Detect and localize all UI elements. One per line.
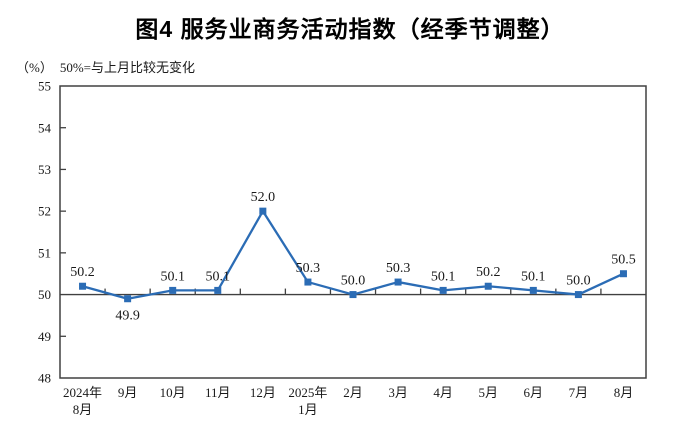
y-axis-label: 52 (38, 204, 51, 219)
data-point-label: 50.3 (386, 261, 411, 276)
data-point-label: 50.3 (296, 261, 321, 276)
data-point-label: 50.0 (566, 274, 591, 289)
chart-title: 图4 服务业商务活动指数（经季节调整） (135, 16, 565, 42)
data-point-label: 50.1 (160, 269, 185, 284)
reference-note: 50%=与上月比较无变化 (59, 60, 196, 75)
plot-border (59, 85, 647, 379)
x-label-line: 1月 (298, 402, 318, 417)
data-point-marker (394, 278, 402, 286)
data-point-label: 50.1 (431, 269, 456, 284)
y-axis-label: 50 (38, 287, 51, 302)
x-label-line: 8月 (73, 402, 93, 417)
x-label-line: 2025年 (288, 385, 327, 400)
x-label-line: 8月 (614, 385, 634, 400)
x-axis: 2024年 8月 9月 10月 11月 12月 2025年 1月 2月 3月 4月 5月 6月 7月 8月 (60, 288, 646, 417)
data-point-label: 50.1 (521, 269, 546, 284)
y-axis-label: 51 (38, 245, 51, 260)
y-axis-label: 49 (38, 329, 51, 344)
data-point-label: 50.1 (206, 269, 231, 284)
x-label-line: 6月 (524, 385, 544, 400)
x-label-line: 7月 (569, 385, 589, 400)
x-label-line: 10月 (160, 385, 186, 400)
data-point-label: 50.0 (341, 274, 366, 289)
y-axis-label: 55 (38, 79, 51, 94)
data-point-marker (169, 286, 177, 294)
x-category-label: 5月 (478, 385, 498, 400)
data-point-label: 52.0 (251, 190, 276, 205)
data-point-marker (349, 291, 357, 299)
x-label-line: 2月 (343, 385, 363, 400)
x-label-line: 3月 (388, 385, 408, 400)
data-point-label: 50.5 (611, 253, 636, 268)
data-point-marker (79, 282, 87, 290)
x-category-label: 11月 (205, 385, 231, 400)
data-point-marker (574, 291, 582, 299)
x-category-label: 3月 (388, 385, 408, 400)
x-label-line: 12月 (250, 385, 276, 400)
x-label-line: 5月 (478, 385, 498, 400)
data-point-marker (439, 286, 447, 294)
x-category-label: 4月 (433, 385, 453, 400)
y-axis-label: 48 (38, 371, 51, 386)
data-point-label: 50.2 (70, 265, 95, 280)
x-category-label: 12月 (250, 385, 276, 400)
data-point-label: 49.9 (115, 309, 140, 324)
y-axis-label: 53 (38, 162, 51, 177)
data-point-label: 50.2 (476, 265, 501, 280)
y-axis-label: 54 (38, 120, 52, 135)
x-category-label: 2月 (343, 385, 363, 400)
data-series: 50.2 49.9 50.1 50.1 52.0 50.3 50.0 50.3 50.1 50.2… (70, 190, 635, 324)
x-label-line: 4月 (433, 385, 453, 400)
x-category-label: 10月 (160, 385, 186, 400)
x-category-label: 2025年 1月 (288, 385, 327, 417)
x-category-label: 6月 (524, 385, 544, 400)
data-point-marker (304, 278, 312, 286)
unit-label: （%） (16, 60, 53, 75)
data-point-marker (214, 286, 222, 294)
x-category-label: 9月 (118, 385, 138, 400)
x-category-label: 7月 (569, 385, 589, 400)
x-label-line: 2024年 (63, 385, 102, 400)
data-point-marker (619, 270, 627, 278)
data-point-marker (484, 282, 492, 290)
x-label-line: 9月 (118, 385, 138, 400)
x-category-label: 2024年 8月 (63, 385, 102, 417)
y-axis: 48 49 50 51 52 53 54 55 (38, 79, 66, 386)
x-category-label: 8月 (614, 385, 634, 400)
x-label-line: 11月 (205, 385, 231, 400)
data-point-marker (124, 295, 132, 303)
data-point-marker (529, 286, 537, 294)
data-point-marker (259, 207, 267, 215)
axis-note: （%） 50%=与上月比较无变化 (16, 57, 195, 76)
